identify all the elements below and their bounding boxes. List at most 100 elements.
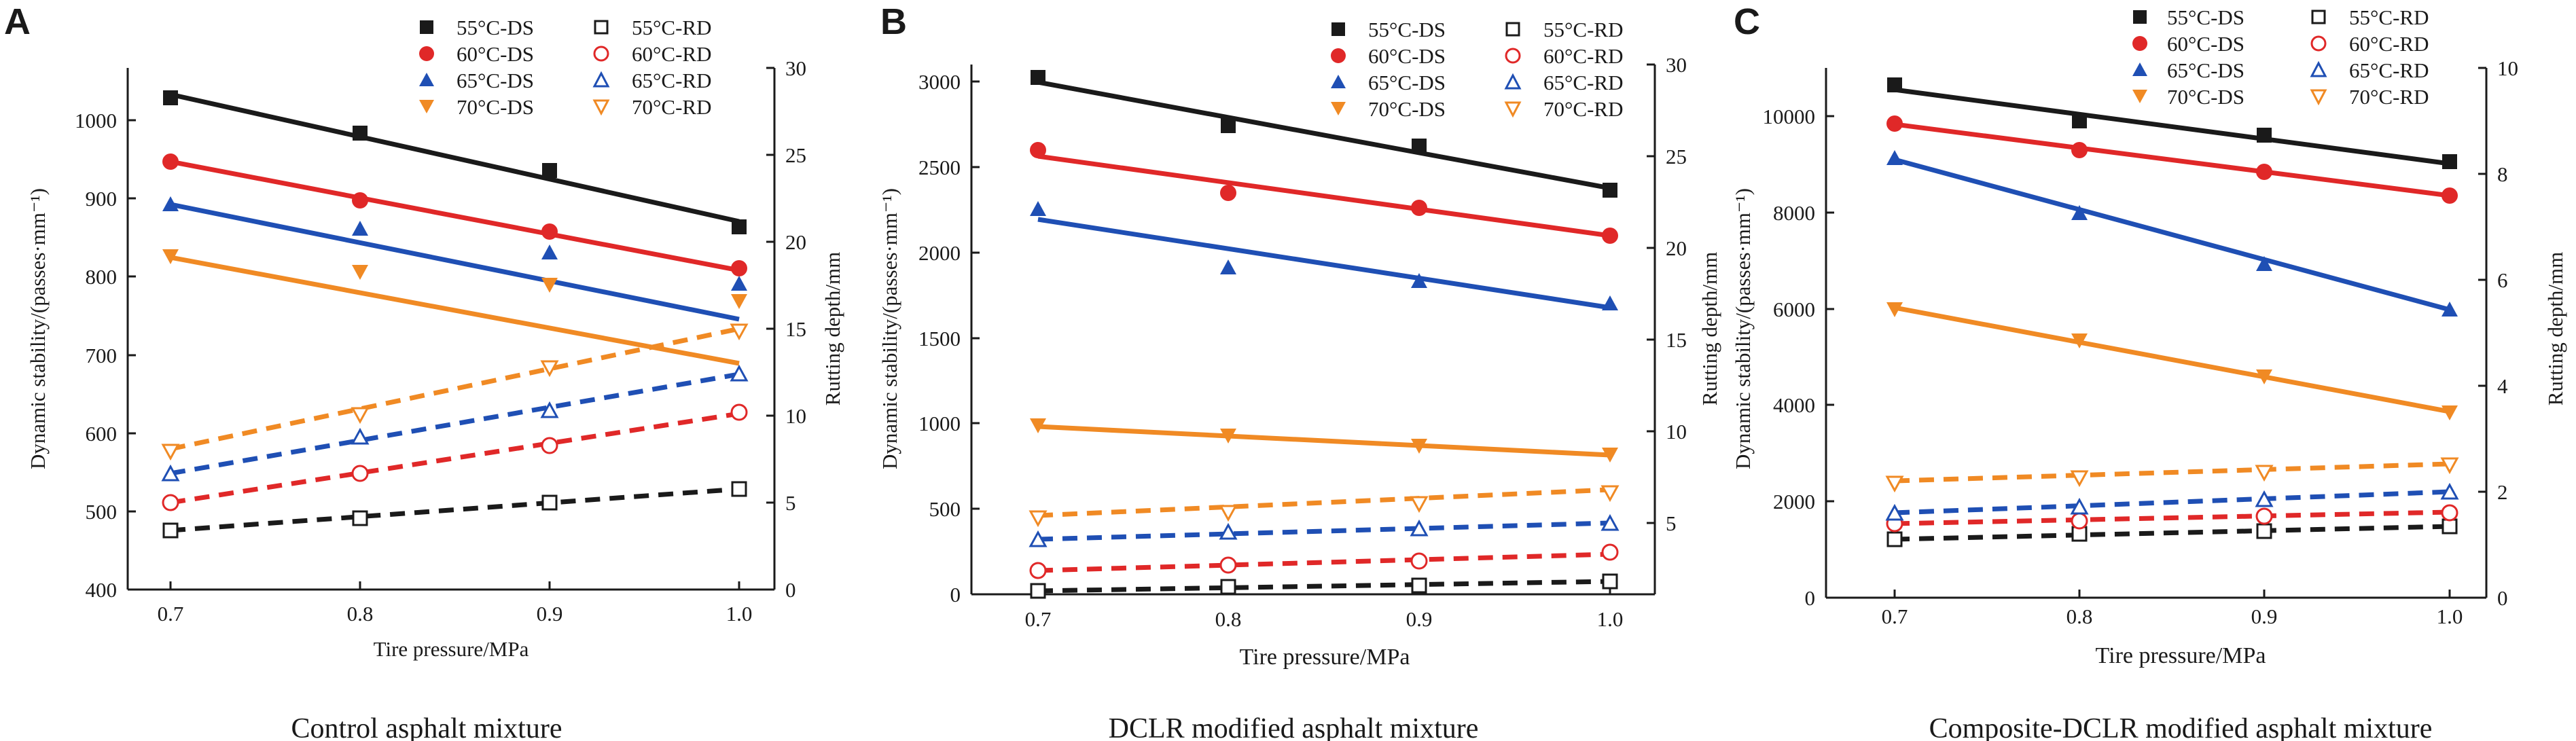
fit-line <box>170 486 740 533</box>
y-axis-title: Dynamic stability/(passes·mm⁻¹) <box>878 188 901 469</box>
legend-item: 65°C-DS <box>2132 58 2244 82</box>
y2-tick-label: 5 <box>785 491 796 515</box>
series-65-ds <box>1030 201 1618 310</box>
y2-tick-label: 10 <box>2497 56 2518 80</box>
data-point <box>1602 295 1618 310</box>
legend-label: 55°C-DS <box>1368 18 1446 41</box>
y2-tick-label: 6 <box>2497 268 2508 292</box>
x-tick-label: 1.0 <box>1597 607 1624 631</box>
legend-item: 60°C-DS <box>1331 44 1446 68</box>
data-point <box>1219 556 1237 574</box>
legend-item: 70°C-RD <box>592 95 711 119</box>
legend-item: 60°C-DS <box>2132 32 2244 56</box>
data-point <box>2440 482 2459 500</box>
legend-marker <box>1331 102 1346 115</box>
panel-a-axes: 0.7 0.8 0.9 1.0 400 500 600 700 800 900 … <box>26 56 844 661</box>
series-60-ds <box>1030 142 1618 244</box>
legend-label: 70°C-RD <box>2349 85 2429 109</box>
data-point <box>1886 531 1903 547</box>
series-70-ds <box>1886 302 2458 420</box>
panel-b-legend: 55°C-DS 60°C-DS 65°C-DS 70°C-DS 55°C-RD … <box>1331 18 1623 121</box>
legend-item: 55°C-RD <box>2311 5 2429 29</box>
data-point <box>1410 519 1429 537</box>
y-tick-label: 1000 <box>918 412 961 435</box>
data-point <box>1411 273 1427 288</box>
data-point <box>730 364 749 382</box>
x-tick-label: 0.8 <box>1215 607 1242 631</box>
data-point <box>732 219 747 234</box>
data-point <box>2441 302 2458 317</box>
series-70-ds <box>162 249 747 366</box>
y2-tick-label: 10 <box>785 404 806 428</box>
data-point <box>2071 512 2088 530</box>
panel-b: B 0.7 0.8 0.9 1.0 <box>878 1 1721 741</box>
legend-marker <box>1505 48 1521 64</box>
fit-line <box>1037 487 1611 518</box>
legend-item: 65°C-RD <box>592 69 711 92</box>
y-tick-label: 1000 <box>75 109 117 132</box>
y-tick-label: 2000 <box>1773 490 1815 513</box>
data-point <box>352 221 368 236</box>
x-tick-label: 1.0 <box>726 602 753 626</box>
legend-item: 55°C-RD <box>1505 18 1623 41</box>
data-point <box>1600 513 1620 531</box>
legend-label: 60°C-RD <box>632 42 711 66</box>
data-point <box>541 245 558 259</box>
data-point <box>2256 256 2272 271</box>
fit-line <box>1037 520 1611 542</box>
legend-item: 70°C-DS <box>2132 85 2244 109</box>
series-55-rd <box>1030 573 1618 599</box>
series-60-ds <box>162 153 747 276</box>
data-point <box>351 465 369 482</box>
data-point <box>731 294 747 309</box>
legend-marker <box>592 71 610 88</box>
data-point <box>2071 333 2088 348</box>
data-point <box>162 522 179 539</box>
series-70-rd <box>1028 485 1620 528</box>
data-point <box>1029 562 1047 579</box>
y-tick-label: 600 <box>86 422 118 446</box>
fit-line <box>1894 305 2450 414</box>
legend-marker <box>2310 35 2327 52</box>
panel-b-axes: 0.7 0.8 0.9 1.0 0 500 1000 1500 2000 250… <box>878 53 1721 670</box>
data-point <box>1219 505 1238 522</box>
legend-label: 55°C-RD <box>2349 5 2429 29</box>
data-point <box>2070 497 2089 515</box>
data-point <box>1602 228 1618 244</box>
y2-tick-label: 25 <box>1666 145 1687 168</box>
legend-marker <box>2310 89 2327 106</box>
y2-tick-label: 15 <box>785 317 806 341</box>
series-60-rd <box>162 403 748 511</box>
legend-item: 70°C-RD <box>2310 85 2429 109</box>
fit-line <box>1894 509 2450 526</box>
legend-item: 55°C-DS <box>2133 5 2244 29</box>
legend-marker <box>2132 36 2147 51</box>
data-point <box>542 163 557 178</box>
legend-label: 60°C-RD <box>2349 32 2429 56</box>
x-axis-title: Tire pressure/MPa <box>2096 643 2266 668</box>
series-70-rd <box>1885 457 2459 493</box>
y2-ticks: 5 10 15 20 25 30 <box>1647 53 1687 535</box>
legend-marker <box>2310 60 2327 77</box>
legend-label: 65°C-DS <box>2167 58 2244 82</box>
x-ticks: 0.7 0.8 0.9 1.0 <box>1882 590 2463 628</box>
panel-a-series <box>161 90 749 539</box>
y2-tick-label: 5 <box>1666 511 1677 535</box>
fit-line <box>1894 461 2450 484</box>
y2-tick-label: 30 <box>1666 53 1687 77</box>
fit-line <box>1037 579 1611 594</box>
data-point <box>1030 201 1046 216</box>
series-65-ds <box>162 196 747 322</box>
legend-label: 70°C-DS <box>1368 97 1446 121</box>
legend-label: 60°C-RD <box>1543 44 1623 68</box>
legend-marker <box>419 100 434 113</box>
data-point <box>1221 118 1236 133</box>
data-point <box>2441 405 2458 420</box>
x-tick-label: 0.9 <box>2251 604 2278 628</box>
y-tick-label: 0 <box>950 583 961 607</box>
panel-caption: Control asphalt mixture <box>291 713 562 741</box>
y-tick-label: 400 <box>86 578 118 602</box>
legend-marker <box>592 99 610 116</box>
legend-label: 65°C-RD <box>1543 71 1623 94</box>
data-point <box>1028 530 1048 547</box>
